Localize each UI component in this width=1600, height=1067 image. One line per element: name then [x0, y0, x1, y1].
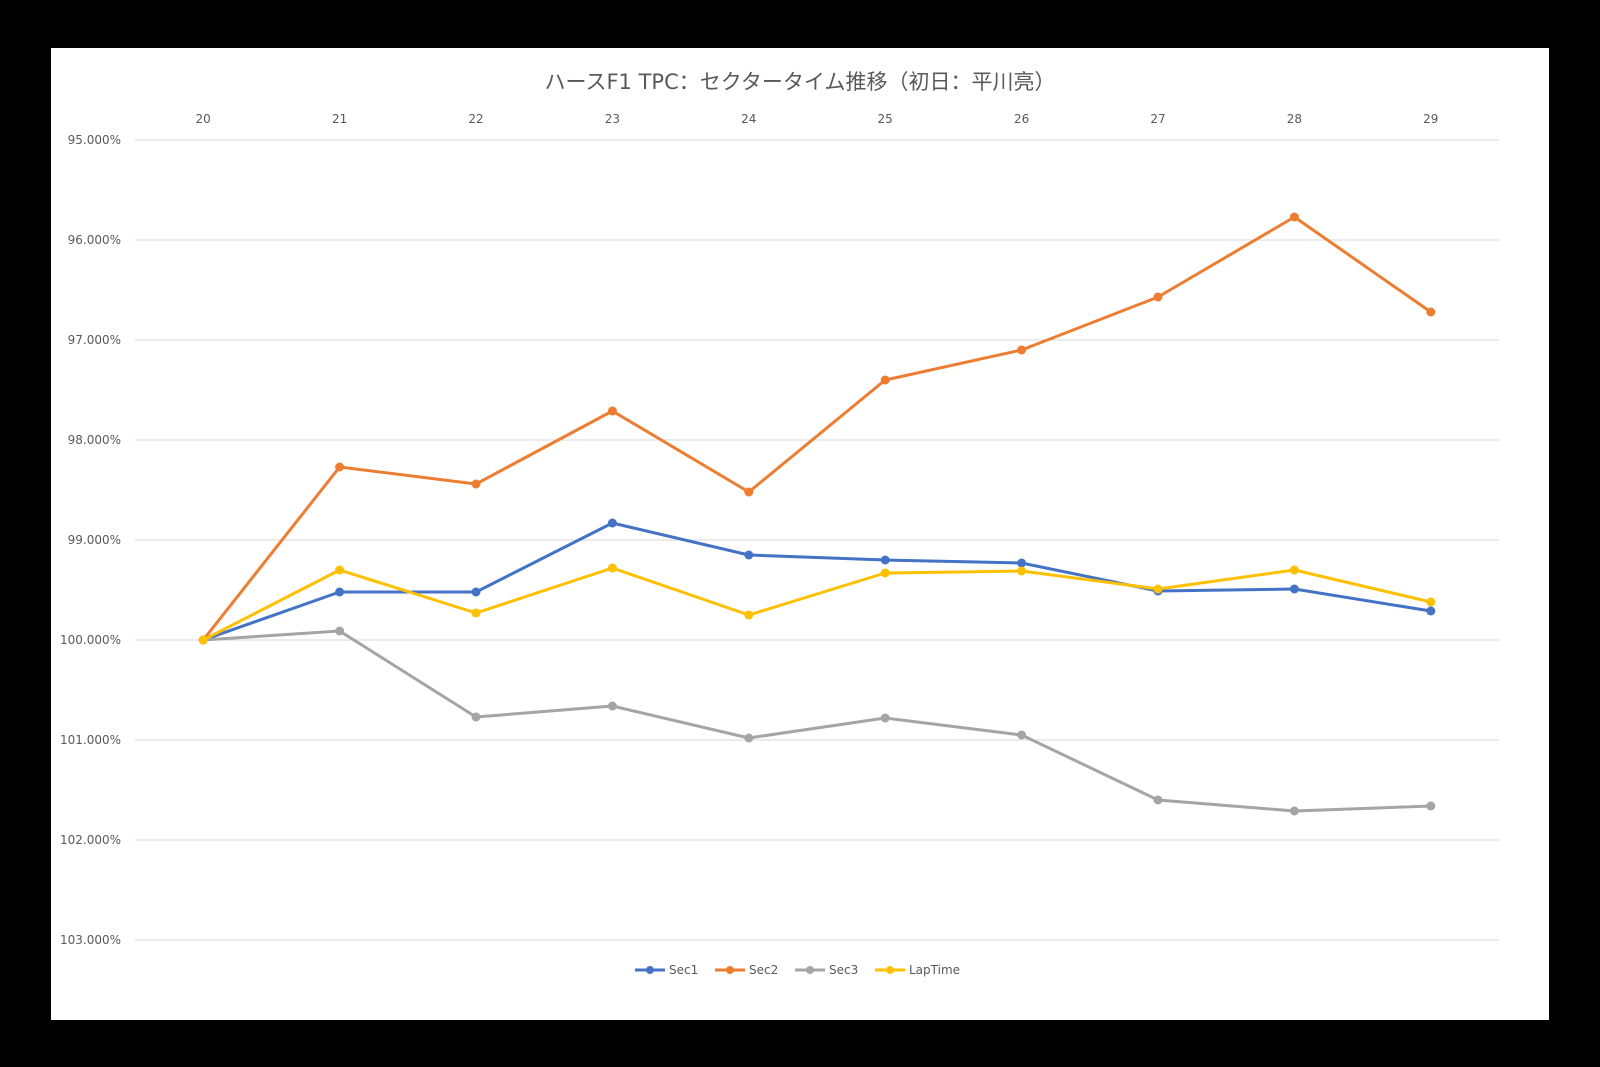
line-chart: ハースF1 TPC：セクタータイム推移（初日：平川亮） 95.000% 96.00…: [60, 70, 1499, 977]
data-point-sec1: [335, 587, 345, 597]
data-point-sec1: [1426, 606, 1436, 616]
legend-label: Sec3: [829, 963, 858, 977]
x-tick-label: 27: [1150, 112, 1165, 126]
data-point-laptime: [1017, 566, 1027, 576]
legend-item-sec2[interactable]: Sec2: [715, 963, 778, 977]
data-point-sec2: [744, 487, 754, 497]
data-point-laptime: [744, 610, 754, 620]
chart-panel: ハースF1 TPC：セクタータイム推移（初日：平川亮） 95.000% 96.00…: [51, 48, 1549, 1020]
data-point-sec3: [1289, 806, 1299, 816]
legend-label: Sec1: [669, 963, 698, 977]
data-point-laptime: [880, 568, 890, 578]
series-sec1: [198, 518, 1436, 645]
gridlines: [135, 139, 1499, 941]
data-point-laptime: [471, 608, 481, 618]
chart-title: ハースF1 TPC：セクタータイム推移（初日：平川亮）: [545, 70, 1056, 94]
x-tick-label: 20: [196, 112, 211, 126]
y-tick-label: 102.000%: [60, 833, 121, 847]
legend-item-sec3[interactable]: Sec3: [795, 963, 858, 977]
y-tick-label: 101.000%: [60, 733, 121, 747]
data-point-sec2: [471, 479, 481, 489]
series-line-sec3: [201, 629, 1433, 813]
data-point-sec2: [335, 462, 345, 472]
legend-swatch-marker: [726, 966, 734, 974]
series-sec3: [198, 626, 1436, 816]
data-point-laptime: [1289, 565, 1299, 575]
data-point-laptime: [198, 635, 208, 645]
x-tick-label: 28: [1287, 112, 1302, 126]
legend: Sec1 Sec2 Sec3 LapTime: [635, 963, 960, 977]
data-point-sec2: [1017, 345, 1027, 355]
y-tick-label: 100.000%: [60, 633, 121, 647]
data-point-sec1: [1289, 584, 1299, 594]
legend-swatch-marker: [646, 966, 654, 974]
data-point-sec2: [880, 375, 890, 385]
data-point-sec1: [880, 555, 890, 565]
series-group: [198, 212, 1436, 816]
data-point-sec1: [744, 550, 754, 560]
data-point-sec1: [1017, 558, 1027, 568]
data-point-sec3: [335, 626, 345, 636]
legend-swatch-marker: [886, 966, 894, 974]
legend-label: LapTime: [909, 963, 960, 977]
x-tick-label: 23: [605, 112, 620, 126]
data-point-sec1: [471, 587, 481, 597]
y-tick-label: 95.000%: [68, 133, 121, 147]
y-tick-label: 98.000%: [68, 433, 121, 447]
data-point-sec1: [607, 518, 617, 528]
x-tick-label: 21: [332, 112, 347, 126]
x-tick-label: 24: [741, 112, 756, 126]
data-point-sec3: [1426, 801, 1436, 811]
data-point-sec3: [1153, 795, 1163, 805]
x-tick-label: 22: [468, 112, 483, 126]
data-point-sec3: [1017, 730, 1027, 740]
series-line-sec1: [201, 521, 1433, 642]
data-point-sec2: [1153, 292, 1163, 302]
x-tick-label: 29: [1423, 112, 1438, 126]
legend-item-sec1[interactable]: Sec1: [635, 963, 698, 977]
y-tick-label: 103.000%: [60, 933, 121, 947]
y-tick-label: 97.000%: [68, 333, 121, 347]
series-sec2: [198, 212, 1436, 645]
y-tick-label: 96.000%: [68, 233, 121, 247]
series-laptime: [198, 563, 1436, 645]
x-tick-label: 25: [878, 112, 893, 126]
series-line-sec2: [201, 215, 1433, 642]
data-point-laptime: [335, 565, 345, 575]
data-point-sec3: [607, 701, 617, 711]
y-axis-tick-labels: 95.000% 96.000% 97.000% 98.000% 99.000% 100.0…: [60, 133, 121, 947]
x-tick-label: 26: [1014, 112, 1029, 126]
legend-label: Sec2: [749, 963, 778, 977]
y-tick-label: 99.000%: [68, 533, 121, 547]
x-axis-tick-labels: 20 21 22 23 24 25 26 27 28 29: [196, 112, 1439, 126]
data-point-sec2: [1289, 212, 1299, 222]
data-point-sec2: [1426, 307, 1436, 317]
legend-item-laptime[interactable]: LapTime: [875, 963, 960, 977]
data-point-laptime: [1426, 597, 1436, 607]
data-point-sec3: [744, 733, 754, 743]
data-point-sec2: [607, 406, 617, 416]
series-line-laptime: [201, 566, 1433, 642]
data-point-laptime: [607, 563, 617, 573]
data-point-sec3: [471, 712, 481, 722]
legend-swatch-marker: [806, 966, 814, 974]
data-point-laptime: [1153, 584, 1163, 594]
data-point-sec3: [880, 713, 890, 723]
